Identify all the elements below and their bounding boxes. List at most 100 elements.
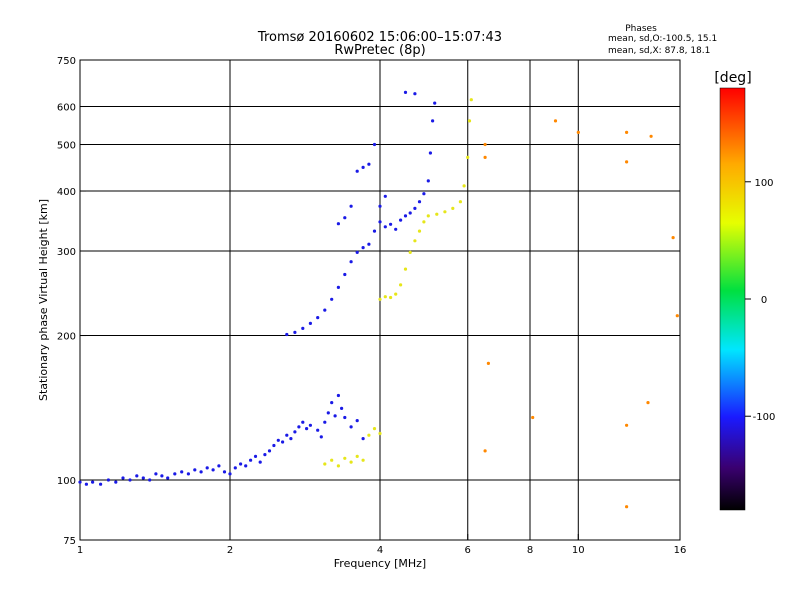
data-point <box>383 194 387 198</box>
data-point <box>349 204 353 208</box>
data-point <box>285 332 289 337</box>
data-point <box>467 119 472 123</box>
data-point <box>399 283 403 287</box>
data-point <box>289 437 293 441</box>
data-point <box>435 212 439 216</box>
data-point <box>417 229 422 233</box>
data-points <box>78 90 679 509</box>
data-point <box>319 435 323 439</box>
data-point <box>389 295 393 300</box>
data-point <box>355 419 359 423</box>
data-point <box>233 466 237 470</box>
data-point <box>301 326 305 330</box>
data-point <box>469 98 473 102</box>
data-point <box>272 443 276 448</box>
y-tick-label: 600 <box>57 103 76 114</box>
chart-title: Tromsø 20160602 15:06:00–15:07:43 <box>257 30 502 45</box>
data-point <box>403 90 408 94</box>
data-point <box>343 456 347 460</box>
data-point <box>367 162 371 166</box>
data-point <box>180 470 184 474</box>
data-point <box>349 425 353 429</box>
data-point <box>403 267 408 271</box>
data-point <box>462 184 466 188</box>
data-point <box>330 297 334 301</box>
data-point <box>433 101 437 105</box>
data-point <box>336 285 340 289</box>
data-point <box>154 472 158 476</box>
data-point <box>84 482 88 486</box>
data-point <box>330 458 334 462</box>
phase-stats-title: Phases <box>625 24 657 34</box>
data-point <box>253 454 258 458</box>
data-point <box>408 250 412 254</box>
data-point <box>426 214 430 218</box>
data-point <box>281 440 285 444</box>
data-point <box>355 169 359 173</box>
data-point <box>323 462 327 466</box>
data-point <box>128 478 132 482</box>
data-point <box>301 420 305 424</box>
data-point <box>267 449 272 453</box>
data-point <box>355 250 359 254</box>
data-point <box>378 431 382 436</box>
data-point <box>625 160 629 164</box>
x-tick-label: 16 <box>674 545 687 556</box>
colorbar-tick-label: 100 <box>754 178 773 189</box>
data-point <box>531 415 535 420</box>
data-point <box>675 314 679 318</box>
data-point <box>367 242 371 246</box>
data-point <box>361 458 365 462</box>
data-point <box>413 239 417 243</box>
data-point <box>340 406 344 410</box>
data-point <box>333 414 337 418</box>
y-tick-label: 75 <box>63 536 76 547</box>
data-point <box>451 206 455 210</box>
colorbar <box>719 87 746 511</box>
data-point <box>276 438 280 442</box>
data-point <box>625 505 629 509</box>
y-tick-label: 500 <box>57 141 76 152</box>
data-point <box>671 236 675 240</box>
data-point <box>443 210 447 214</box>
data-point <box>239 462 243 466</box>
data-point <box>413 92 417 96</box>
data-point <box>378 220 382 224</box>
data-point <box>383 225 387 229</box>
data-point <box>135 474 139 478</box>
data-point <box>649 134 653 138</box>
data-point <box>372 142 377 147</box>
data-point <box>222 470 227 474</box>
data-point <box>361 437 365 441</box>
data-point <box>323 420 327 424</box>
y-tick-label: 100 <box>57 476 76 487</box>
data-point <box>399 218 403 222</box>
colorbar-label: [deg] <box>714 70 751 86</box>
data-point <box>148 478 152 482</box>
data-point <box>361 165 365 169</box>
data-point <box>422 220 426 224</box>
y-tick-label: 400 <box>57 187 76 198</box>
data-point <box>293 430 297 434</box>
data-point <box>343 415 347 420</box>
data-point <box>228 472 232 476</box>
data-point <box>244 464 248 468</box>
data-point <box>483 449 487 453</box>
data-point <box>160 474 164 478</box>
phase-stats-o: mean, sd,O:-100.5, 15.1 <box>608 34 717 44</box>
data-point <box>625 130 629 134</box>
data-point <box>336 464 340 468</box>
data-point <box>316 316 320 320</box>
data-point <box>121 476 125 480</box>
data-point <box>316 428 320 432</box>
data-point <box>263 453 267 457</box>
y-axis-label: Stationary phase Virtual Height [km] <box>37 199 50 401</box>
x-tick-label: 6 <box>465 545 471 556</box>
colorbar-tick-label: 0 <box>761 295 767 306</box>
data-point <box>106 478 110 482</box>
x-tick-label: 10 <box>572 545 585 556</box>
data-point <box>166 476 170 480</box>
axis-ticks: 1 2 4 6 8 10 16 75 100 200 300 400 500 600 750 <box>57 56 686 556</box>
data-point <box>293 330 297 334</box>
phase-stats-x: mean, sd,X: 87.8, 18.1 <box>608 46 710 56</box>
